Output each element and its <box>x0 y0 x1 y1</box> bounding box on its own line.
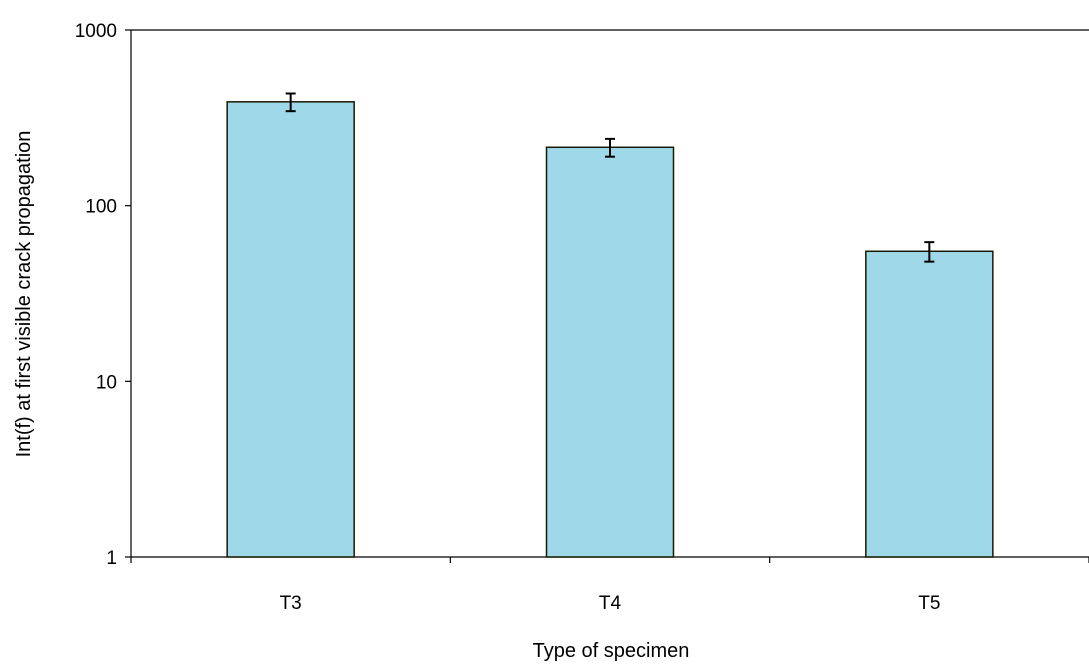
y-tick-label: 10 <box>96 372 117 393</box>
y-tick-label: 1 <box>106 548 117 569</box>
bars <box>226 101 994 558</box>
x-tick-label: T4 <box>599 593 622 614</box>
y-axis-ticks: 1 10 100 1000 <box>75 21 131 569</box>
x-tick-label: T5 <box>918 593 940 614</box>
x-axis-title: Type of specimen <box>533 640 690 662</box>
y-tick-label: 1000 <box>75 21 117 42</box>
error-bar-t3 <box>285 92 296 113</box>
y-axis-title: Int(f) at first visible crack propagatio… <box>13 131 35 458</box>
error-bar-t5 <box>924 241 935 263</box>
bar-t4 <box>545 146 675 558</box>
error-bar-t4 <box>605 137 615 158</box>
y-tick-label: 100 <box>85 197 117 218</box>
x-axis-ticks: T3 T4 T5 <box>130 557 1089 614</box>
bar-t3 <box>226 101 355 558</box>
error-bars <box>285 92 935 263</box>
bar-t5 <box>865 250 994 558</box>
x-tick-label: T3 <box>280 593 302 614</box>
